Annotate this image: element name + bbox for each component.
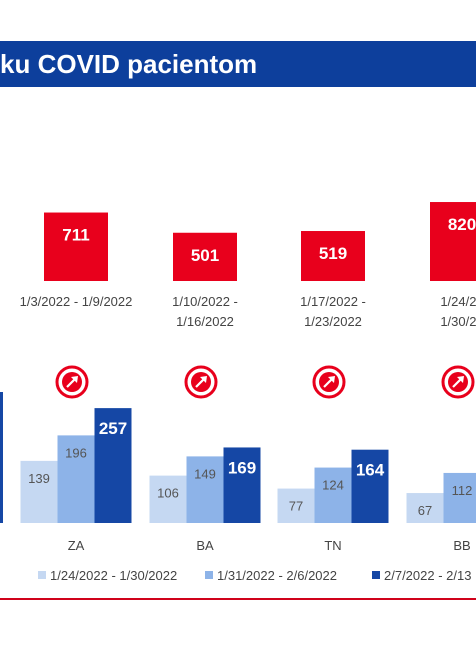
weekly-bar-label: 501 [191,246,219,265]
arrow-up-right-icon [66,378,76,388]
legend-swatch [205,571,213,579]
region-bar [186,456,224,523]
weekly-x-tick-label: 1/24/20 [440,294,476,309]
region-bar [57,435,95,523]
region-x-tick-label: BB [453,538,470,553]
legend-label: 1/31/2022 - 2/6/2022 [217,568,337,583]
weekly-x-tick-label: 1/30/20 [440,314,476,329]
region-bar [351,449,389,523]
page-title: ku COVID pacientom [0,49,258,79]
region-bar-label: 112 [452,483,473,498]
region-bar-label: 164 [356,461,385,480]
weekly-x-tick-label: 1/17/2022 - [300,294,366,309]
legend-label: 2/7/2022 - 2/13 [384,568,471,583]
weekly-bar [430,202,476,281]
arrow-up-right-icon [323,378,333,388]
region-x-tick-label: TN [324,538,341,553]
title-bar: ku COVID pacientom [0,41,476,87]
region-bar-label: 257 [99,419,127,438]
region-bar-label: 77 [289,499,303,514]
region-bar-label: 169 [228,458,256,477]
region-bar [149,475,187,523]
legend-swatch [372,571,380,579]
region-bar [223,447,261,523]
arrow-up-right-icon [452,378,462,388]
arrow-up-right-icon [195,378,205,388]
arrow-up-right-icon [200,376,207,383]
weekly-bar-label: 820 [448,215,476,234]
arrow-up-right-icon [328,376,335,383]
weekly-x-tick-label: 1/23/2022 [304,314,362,329]
legend-swatch [38,571,46,579]
region-bar [20,460,58,523]
weekly-bar [301,231,365,281]
weekly-bar [44,212,108,281]
arrow-up-right-icon [457,376,464,383]
weekly-bar [173,232,237,281]
region-bar [277,488,315,523]
weekly-x-tick-label: 1/16/2022 [176,314,234,329]
region-bar-label: 67 [418,503,432,518]
region-bar [314,467,352,523]
region-bar [94,408,132,523]
weekly-bar-label: 519 [319,244,347,263]
weekly-x-tick-label: 1/3/2022 - 1/9/2022 [20,294,133,309]
weekly-x-tick-label: 1/10/2022 - [172,294,238,309]
region-bar-label: 149 [194,466,216,481]
region-x-tick-label: ZA [68,538,85,553]
region-bar [443,472,476,523]
cropped-bar [0,392,3,523]
region-x-tick-label: BA [196,538,214,553]
region-bar-label: 124 [322,478,344,493]
legend-label: 1/24/2022 - 1/30/2022 [50,568,177,583]
arrow-up-right-icon [71,376,78,383]
weekly-bar-label: 711 [62,226,89,245]
region-bar-label: 196 [65,445,87,460]
region-bar [406,493,444,523]
region-bar-label: 106 [157,486,179,501]
region-bar-label: 139 [28,471,50,486]
